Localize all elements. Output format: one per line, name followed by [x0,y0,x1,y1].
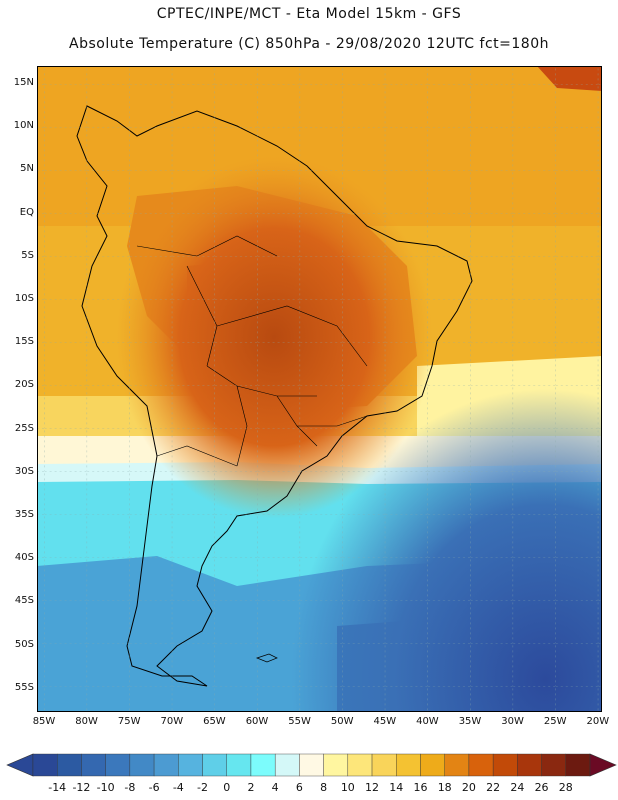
colorbar: -14 -12 -10 -8 -6 -4 -2 0 2 4 6 8 10 12 14 16 18 20 22 24 26… [6,753,617,794]
colorbar-tick-label: 20 [462,781,476,794]
latitude-tick-label: 35S [14,509,34,520]
latitude-tick-label: 15S [14,336,34,348]
colorbar-swatch [226,753,252,777]
colorbar-swatch [371,753,397,777]
longitude-tick-label: 65W [203,716,226,727]
latitude-tick-label: 45S [14,595,34,607]
colorbar-swatch [274,753,300,777]
latitude-tick-label: 5N [20,163,34,175]
latitude-tick-label: EQ [19,206,34,218]
colorbar-tick-label: 26 [535,781,549,794]
lat-lon-grid [37,66,602,712]
colorbar-swatch [323,753,349,777]
colorbar-swatch [444,753,470,777]
longitude-tick-label: 30W [501,716,524,727]
colorbar-tick-label: 12 [365,781,379,794]
colorbar-tick-label: -12 [72,781,90,794]
colorbar-tick-label: -8 [124,781,135,794]
latitude-tick-label: 30S [14,465,34,477]
colorbar-swatch [81,753,106,777]
colorbar-tick-label: 14 [389,781,403,794]
colorbar-swatch [57,753,82,777]
chart-title-line-1: CPTEC/INPE/MCT - Eta Model 15km - GFS [156,6,462,22]
longitude-tick-label: 35W [458,716,482,727]
colorbar-tick-label: -10 [97,781,115,794]
colorbar-swatch [299,753,324,777]
latitude-tick-label: 10S [14,293,34,304]
colorbar-swatch [32,753,58,777]
longitude-tick-label: 50W [330,716,354,727]
latitude-tick-label: 50S [14,638,34,650]
latitude-tick-label: 5S [21,249,34,261]
colorbar-tick-label: 8 [320,781,327,794]
colorbar-swatch [347,753,373,777]
longitude-tick-label: 80W [75,716,98,727]
colorbar-tick-label: 16 [413,781,427,794]
latitude-tick-label: 55S [14,681,34,693]
colorbar-tick-label: 0 [223,781,230,794]
colorbar-max-arrow [589,753,617,777]
colorbar-swatch [468,753,494,777]
colorbar-swatch [565,753,591,777]
colorbar-tick-label: 24 [510,781,524,794]
colorbar-tick-label: -6 [149,781,160,794]
colorbar-swatch [153,753,179,777]
colorbar-swatch [396,753,421,777]
colorbar-tick-label: 2 [247,781,254,794]
longitude-tick-label: 70W [160,716,184,727]
colorbar-swatch [492,753,518,777]
latitude-tick-label: 10N [13,120,34,132]
colorbar-swatch [517,753,542,777]
colorbar-tick-label: 28 [559,781,573,794]
longitude-tick-label: 45W [373,716,397,727]
longitude-tick-label: 60W [245,716,269,727]
colorbar-tick-label: -4 [173,781,184,794]
colorbar-tick-label: 18 [438,781,452,794]
colorbar-tick-label: 4 [272,781,279,794]
latitude-tick-label: 25S [14,422,34,434]
colorbar-swatch [202,753,227,777]
latitude-tick-label: 20S [14,379,34,391]
longitude-tick-label: 55W [288,716,311,727]
longitude-tick-label: 40W [416,716,439,727]
colorbar-swatch [250,753,276,777]
latitude-tick-label: 15N [13,77,34,88]
latitude-tick-label: 40S [14,552,34,564]
longitude-tick-label: 20W [586,716,610,727]
colorbar-tick-label: -14 [48,781,66,794]
longitude-tick-label: 25W [543,716,567,727]
colorbar-swatch [178,753,203,777]
map-frame [37,66,602,712]
chart-title-line-2: Absolute Temperature (C) 850hPa - 29/08/… [69,36,549,52]
colorbar-tick-label: 22 [486,781,500,794]
colorbar-swatch [129,753,155,777]
temperature-map [37,66,602,712]
longitude-tick-label: 75W [117,716,141,727]
colorbar-tick-label: 10 [341,781,355,794]
colorbar-swatch [541,753,566,777]
colorbar-swatch [420,753,445,777]
colorbar-min-arrow [6,753,34,777]
colorbar-swatch [105,753,131,777]
longitude-tick-label: 85W [32,716,56,727]
colorbar-tick-label: 6 [296,781,303,794]
colorbar-tick-label: -2 [197,781,208,794]
